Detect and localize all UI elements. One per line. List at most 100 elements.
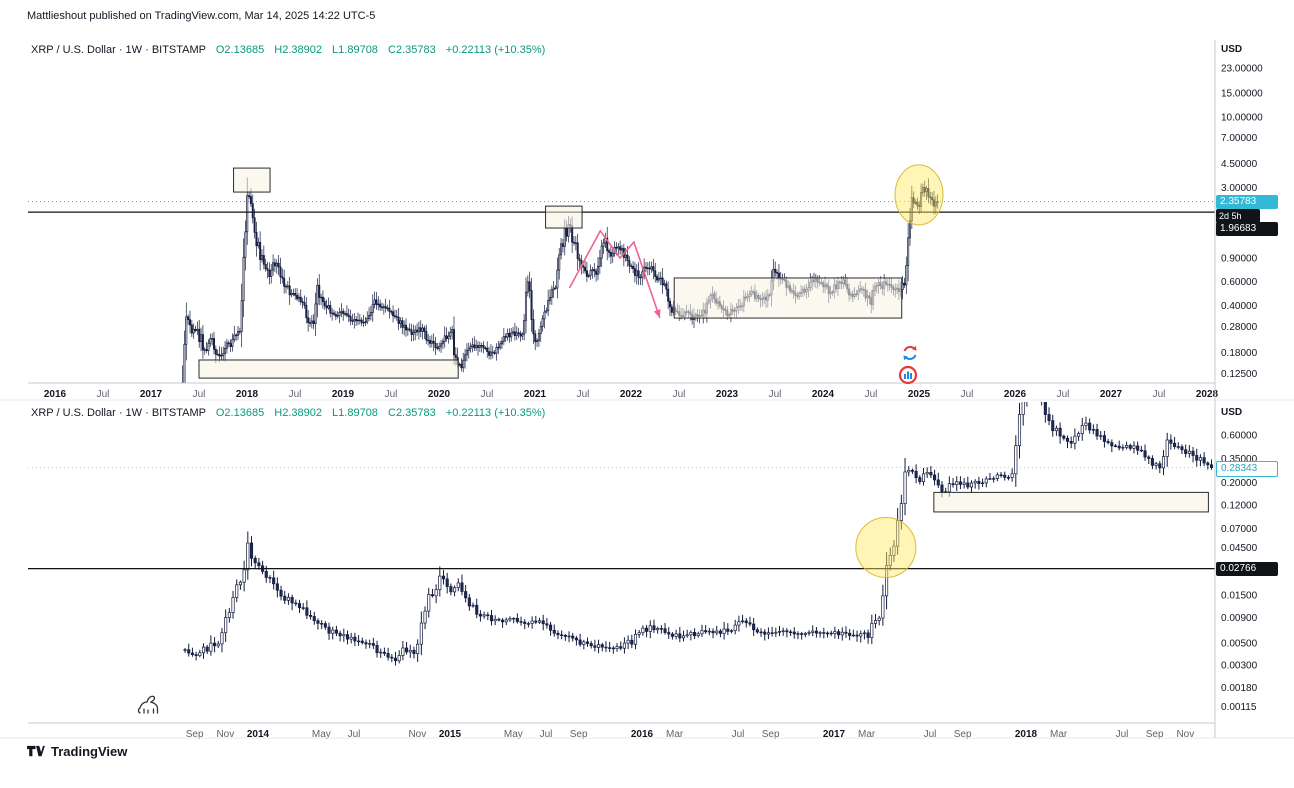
cycle-arrows-sticker-icon[interactable] (900, 343, 920, 363)
time-tick-label: May (312, 729, 331, 740)
currency-label-bottom: USD (1221, 407, 1243, 418)
price-tick-label: 23.00000 (1221, 63, 1263, 74)
annotation-rectangle (198, 359, 459, 379)
time-tick-label: Jul (193, 389, 206, 400)
panel-bottom[interactable]: 0.60000 0.35000 0.20000 0.12000 0.07000 0.045… (28, 358, 1258, 740)
time-tick-label: Sep (1146, 729, 1164, 740)
high-value: H2.38902 (274, 44, 322, 56)
time-tick-label: 2025 (908, 389, 931, 400)
price-tick-label: 0.00180 (1221, 683, 1258, 694)
time-tick-label: 2020 (428, 389, 451, 400)
price-tick-label: 0.01500 (1221, 591, 1258, 602)
time-tick-label: Sep (186, 729, 204, 740)
highlight-ellipse (894, 164, 944, 226)
low-value: L1.89708 (332, 44, 378, 56)
time-tick-label: 2015 (439, 729, 462, 740)
dinosaur-sticker-icon[interactable] (136, 693, 162, 717)
chart-circle-sticker-icon[interactable] (898, 365, 918, 385)
bottom-chart-legend[interactable]: XRP / U.S. Dollar · 1W · BITSTAMP O2.136… (31, 407, 545, 419)
time-tick-label: 2026 (1004, 389, 1027, 400)
time-tick-label: Jul (577, 389, 590, 400)
price-tick-label: 0.60000 (1221, 430, 1258, 441)
price-tick-label: 0.00300 (1221, 661, 1258, 672)
candles-group (181, 177, 939, 383)
time-tick-label: Jul (1057, 389, 1070, 400)
price-tick-label: 3.00000 (1221, 183, 1258, 194)
time-tick-label: 2018 (236, 389, 259, 400)
annotation-rectangle (233, 167, 271, 193)
time-tick-label: Jul (1153, 389, 1166, 400)
hline-price-label-top: 1.96683 (1216, 222, 1278, 236)
time-tick-label: Jul (385, 389, 398, 400)
time-tick-label: Jul (481, 389, 494, 400)
tradingview-brand-link[interactable]: TradingView (51, 744, 128, 759)
close-value: C2.35783 (388, 407, 436, 419)
bar-countdown-label: 2d 5h (1216, 209, 1260, 223)
price-tick-label: 0.12000 (1221, 500, 1258, 511)
open-value: O2.13685 (215, 44, 265, 56)
time-tick-label: May (504, 729, 523, 740)
time-tick-label: 2023 (716, 389, 739, 400)
change-value: +0.22113 (+10.35%) (445, 44, 546, 56)
price-tick-label: 0.07000 (1221, 524, 1258, 535)
time-tick-label: Jul (1116, 729, 1129, 740)
price-tick-label: 0.12500 (1221, 369, 1258, 380)
last-price-label-bottom: 0.28343 (1216, 461, 1278, 477)
time-tick-label: Sep (570, 729, 588, 740)
time-tick-label: Jul (97, 389, 110, 400)
time-tick-label: Mar (858, 729, 876, 740)
change-value: +0.22113 (+10.35%) (445, 407, 546, 419)
time-tick-label: Nov (1176, 729, 1194, 740)
price-tick-label: 0.00115 (1221, 702, 1257, 713)
hline-price-label-bottom: 0.02766 (1216, 562, 1278, 576)
time-tick-label: Jul (348, 729, 361, 740)
price-tick-label: 0.35000 (1221, 454, 1258, 465)
panel-top[interactable]: 23.00000 15.00000 10.00000 7.00000 4.50000 3.… (28, 63, 1263, 472)
price-tick-label: 0.20000 (1221, 478, 1258, 489)
price-tick-label: 0.90000 (1221, 253, 1258, 264)
time-tick-label: 2018 (1015, 729, 1038, 740)
time-tick-label: 2019 (332, 389, 355, 400)
zigzag-arrowhead (653, 309, 661, 318)
time-tick-label: 2017 (823, 729, 846, 740)
time-tick-label: Jul (924, 729, 937, 740)
symbol-title: XRP / U.S. Dollar · 1W · BITSTAMP (31, 44, 206, 56)
currency-label-top: USD (1221, 44, 1243, 55)
price-tick-label: 4.50000 (1221, 159, 1258, 170)
price-tick-label: 0.00500 (1221, 638, 1258, 649)
price-tick-label: 0.00900 (1221, 613, 1258, 624)
time-tick-label: Jul (732, 729, 745, 740)
time-tick-label: Jul (673, 389, 686, 400)
time-tick-label: Jul (865, 389, 878, 400)
price-tick-label: 0.28000 (1221, 322, 1258, 333)
open-value: O2.13685 (215, 407, 265, 419)
price-tick-label: 10.00000 (1221, 112, 1263, 123)
time-tick-label: 2024 (812, 389, 835, 400)
highlight-ellipse (855, 516, 917, 578)
time-tick-label: 2022 (620, 389, 643, 400)
price-tick-label: 0.18000 (1221, 348, 1258, 359)
time-tick-label: 2016 (631, 729, 654, 740)
annotation-rectangle (673, 277, 903, 319)
annotation-rectangle (545, 205, 583, 229)
price-tick-label: 15.00000 (1221, 89, 1263, 100)
low-value: L1.89708 (332, 407, 378, 419)
price-tick-label: 7.00000 (1221, 133, 1258, 144)
tradingview-logo-icon (27, 745, 45, 757)
time-tick-label: 2014 (247, 729, 270, 740)
time-tick-label: 2016 (44, 389, 67, 400)
time-tick-label: Sep (762, 729, 780, 740)
zigzag-drawing (568, 229, 661, 319)
time-tick-label: Mar (1050, 729, 1068, 740)
last-price-label-top: 2.35783 (1216, 195, 1278, 209)
published-attribution: Mattlieshout published on TradingView.co… (27, 10, 376, 22)
time-tick-label: Sep (954, 729, 972, 740)
top-chart-legend[interactable]: XRP / U.S. Dollar · 1W · BITSTAMP O2.136… (31, 44, 545, 56)
time-tick-label: Nov (216, 729, 234, 740)
time-tick-label: Jul (540, 729, 553, 740)
time-tick-label: 2027 (1100, 389, 1123, 400)
symbol-title: XRP / U.S. Dollar · 1W · BITSTAMP (31, 407, 206, 419)
time-tick-label: Jul (289, 389, 302, 400)
price-tick-label: 0.04500 (1221, 543, 1258, 554)
